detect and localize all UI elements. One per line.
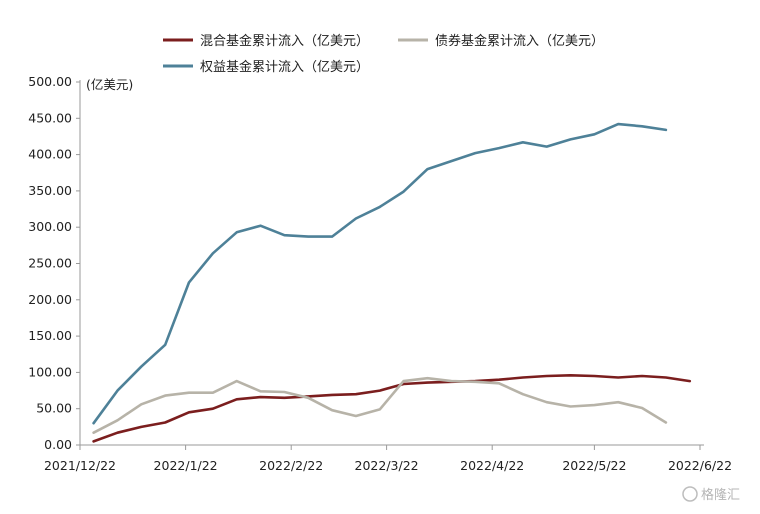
x-tick-label: 2022/1/22 bbox=[154, 458, 218, 473]
x-tick-label: 2022/2/22 bbox=[259, 458, 323, 473]
legend-label: 债券基金累计流入（亿美元） bbox=[435, 33, 604, 49]
y-tick-label: 500.00 bbox=[28, 74, 72, 89]
x-axis: 2021/12/22 2022/1/22 2022/2/22 2022/3/22 202… bbox=[44, 444, 732, 473]
series-line-3 bbox=[92, 122, 668, 425]
x-tick-label: 2022/4/22 bbox=[460, 458, 524, 473]
y-tick-label: 150.00 bbox=[28, 328, 72, 343]
x-tick-label: 2022/3/22 bbox=[355, 458, 419, 473]
watermark: 格隆汇 bbox=[682, 486, 740, 503]
y-tick-label: 100.00 bbox=[28, 364, 72, 379]
y-tick-label: 400.00 bbox=[28, 147, 72, 162]
y-tick-label: 350.00 bbox=[28, 183, 72, 198]
y-tick-label: 450.00 bbox=[28, 110, 72, 125]
legend-label: 权益基金累计流入（亿美元） bbox=[200, 59, 369, 75]
y-tick-label: 250.00 bbox=[28, 256, 72, 271]
y-tick-label: 300.00 bbox=[28, 219, 72, 234]
legend-label: 混合基金累计流入（亿美元） bbox=[200, 33, 369, 49]
legend-item: 债券基金累计流入（亿美元） bbox=[398, 33, 604, 49]
series-line-1 bbox=[92, 373, 692, 443]
watermark-logo-icon bbox=[682, 486, 698, 502]
x-tick-label: 2022/6/22 bbox=[668, 458, 732, 473]
x-tick-label: 2021/12/22 bbox=[44, 458, 116, 473]
y-unit-label: (亿美元) bbox=[86, 77, 133, 92]
legend-item: 权益基金累计流入（亿美元） bbox=[163, 59, 369, 75]
x-tick-label: 2022/5/22 bbox=[562, 458, 626, 473]
watermark-text: 格隆汇 bbox=[701, 487, 740, 503]
series-lines bbox=[92, 122, 692, 443]
y-tick-label: 200.00 bbox=[28, 292, 72, 307]
y-tick-label: 50.00 bbox=[36, 401, 72, 416]
y-axis: 0.00 50.00 100.00 150.00 200.00 250.00 300.00 3… bbox=[28, 74, 81, 452]
legend: 混合基金累计流入（亿美元） 债券基金累计流入（亿美元） 权益基金累计流入（亿美元） bbox=[163, 33, 604, 75]
y-tick-label: 0.00 bbox=[44, 437, 72, 452]
series-line-2 bbox=[92, 376, 668, 435]
legend-item: 混合基金累计流入（亿美元） bbox=[163, 33, 369, 49]
